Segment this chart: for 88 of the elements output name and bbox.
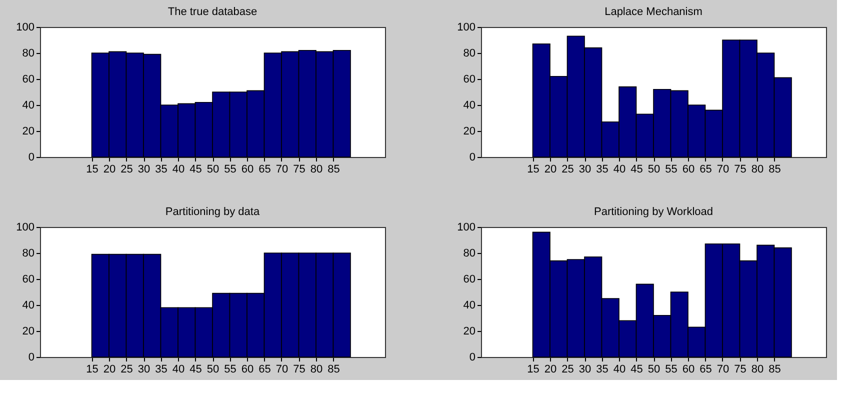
y-tick-label: 100 [16, 22, 34, 34]
y-tick-label: 100 [457, 222, 476, 234]
y-tick-label: 0 [469, 152, 476, 164]
y-tick-label: 20 [22, 326, 34, 338]
x-tick-label: 60 [682, 164, 695, 176]
x-tick-label: 60 [682, 364, 695, 376]
x-tick-label: 25 [562, 164, 574, 176]
x-tick-label: 30 [138, 364, 150, 376]
x-tick-label: 50 [206, 364, 220, 376]
x-tick-label: 85 [328, 364, 340, 376]
x-tick-label: 20 [103, 164, 116, 176]
x-tick-label: 65 [700, 164, 712, 176]
y-tick-label: 60 [22, 74, 34, 86]
chart-title: Laplace Mechanism [604, 6, 702, 18]
x-tick-label: 25 [120, 364, 133, 376]
x-tick-label: 80 [310, 364, 323, 376]
x-tick-label: 45 [630, 364, 643, 376]
x-tick-label: 30 [578, 164, 592, 176]
x-tick-label: 50 [206, 164, 220, 176]
x-tick-label: 85 [768, 164, 781, 176]
x-tick-label: 85 [768, 364, 781, 376]
x-tick-label: 30 [138, 164, 150, 176]
y-tick-label: 80 [463, 48, 476, 60]
x-tick-label: 15 [527, 364, 540, 376]
y-tick-label: 40 [22, 100, 34, 112]
y-tick-label: 0 [28, 352, 34, 364]
x-tick-label: 75 [734, 164, 746, 176]
x-tick-label: 65 [258, 164, 271, 176]
x-tick-label: 60 [241, 364, 254, 376]
x-tick-label: 80 [751, 164, 764, 176]
x-tick-label: 40 [613, 364, 626, 376]
x-tick-label: 45 [190, 164, 202, 176]
x-tick-label: 40 [172, 164, 185, 176]
x-tick-label: 70 [276, 164, 288, 176]
x-tick-label: 65 [258, 364, 271, 376]
x-tick-label: 15 [527, 164, 540, 176]
x-tick-label: 70 [716, 364, 730, 376]
x-tick-label: 50 [648, 164, 660, 176]
x-tick-label: 60 [241, 164, 254, 176]
x-tick-label: 15 [86, 164, 98, 176]
y-tick-label: 60 [463, 74, 476, 86]
x-tick-label: 70 [716, 164, 730, 176]
y-tick-label: 80 [22, 248, 34, 260]
y-tick-label: 0 [469, 352, 476, 364]
x-tick-label: 20 [544, 364, 557, 376]
y-tick-label: 60 [22, 274, 34, 286]
x-tick-label: 35 [155, 364, 168, 376]
y-tick-label: 100 [16, 222, 34, 234]
y-tick-label: 20 [463, 126, 476, 138]
x-tick-label: 35 [596, 164, 608, 176]
x-tick-label: 55 [665, 164, 678, 176]
x-tick-label: 40 [172, 364, 185, 376]
x-tick-label: 50 [648, 364, 660, 376]
x-tick-label: 70 [276, 364, 288, 376]
y-tick-label: 60 [463, 274, 476, 286]
y-tick-label: 80 [22, 48, 34, 60]
x-tick-label: 20 [103, 364, 116, 376]
chart-title: Partitioning by data [165, 206, 260, 218]
y-tick-label: 20 [463, 326, 476, 338]
x-tick-label: 65 [700, 364, 712, 376]
y-tick-label: 40 [463, 100, 476, 112]
x-tick-label: 80 [310, 164, 323, 176]
chart-title: The true database [168, 6, 258, 18]
x-tick-label: 75 [734, 364, 746, 376]
x-tick-label: 45 [190, 364, 202, 376]
y-tick-label: 80 [463, 248, 476, 260]
x-tick-label: 75 [293, 364, 306, 376]
x-tick-label: 85 [328, 164, 340, 176]
x-tick-label: 80 [751, 364, 764, 376]
x-tick-label: 55 [665, 364, 678, 376]
x-tick-label: 55 [224, 164, 236, 176]
x-tick-label: 75 [293, 164, 306, 176]
y-tick-label: 40 [463, 300, 476, 312]
x-tick-label: 55 [224, 364, 236, 376]
x-tick-label: 35 [155, 164, 168, 176]
chart-title: Partitioning by Workload [594, 206, 714, 218]
y-tick-label: 100 [457, 22, 476, 34]
x-tick-label: 20 [544, 164, 557, 176]
x-tick-label: 45 [630, 164, 643, 176]
x-tick-label: 30 [578, 364, 592, 376]
y-tick-label: 40 [22, 300, 34, 312]
x-tick-label: 25 [120, 164, 133, 176]
y-tick-label: 0 [28, 152, 34, 164]
y-tick-label: 20 [22, 126, 34, 138]
x-tick-label: 25 [562, 364, 574, 376]
x-tick-label: 15 [86, 364, 98, 376]
x-tick-label: 35 [596, 364, 608, 376]
x-tick-label: 40 [613, 164, 626, 176]
